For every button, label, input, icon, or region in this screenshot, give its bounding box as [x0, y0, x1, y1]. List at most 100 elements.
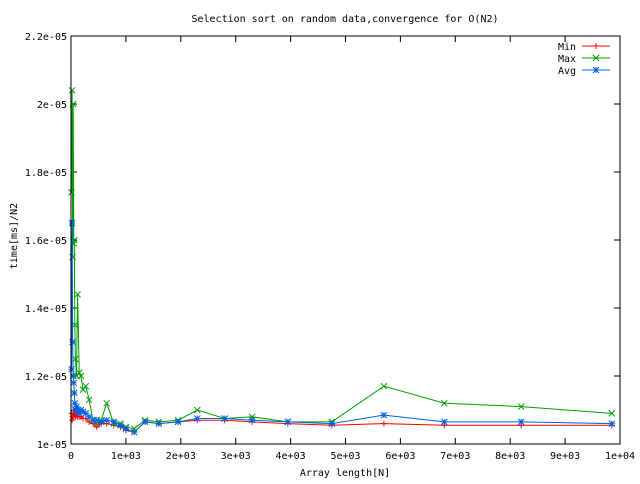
data-point-max [77, 372, 85, 380]
x-tick-label: 5e+03 [330, 451, 360, 462]
x-axis-label: Array length[N] [300, 468, 390, 479]
data-point-avg-d2 [117, 421, 124, 429]
legend-marker-max [592, 54, 600, 62]
data-point-max-d2 [82, 382, 90, 390]
data-point-avg [193, 415, 201, 422]
data-point-max-d2 [74, 291, 81, 298]
y-tick-label: 1.2e-05 [25, 372, 67, 383]
data-point-avg-d2 [82, 410, 90, 417]
y-tick-label: 1.4e-05 [25, 304, 67, 315]
x-tick-label: 2e+03 [166, 451, 196, 462]
data-point-max-d2 [380, 382, 388, 390]
data-point-avg [130, 428, 138, 436]
data-point-avg [97, 418, 105, 426]
data-point-max-d2 [68, 87, 76, 94]
x-tick-label: 3e+03 [221, 451, 251, 462]
data-point-avg-d2 [71, 399, 79, 407]
data-point-min [93, 424, 100, 430]
data-point-max [68, 87, 76, 94]
data-point-avg [155, 420, 163, 427]
data-point-avg-d2 [97, 418, 105, 426]
data-point-avg [93, 416, 101, 424]
data-point-avg-d2 [130, 428, 138, 436]
data-point-avg-d2 [93, 416, 101, 424]
data-point-avg-d2 [328, 420, 336, 427]
data-point-avg-d2 [73, 403, 80, 410]
data-point-avg [440, 418, 448, 426]
x-tick-label: 4e+03 [276, 451, 306, 462]
data-point-max-d2 [193, 406, 201, 414]
data-point-max [74, 291, 81, 298]
y-tick-label: 2.2e-05 [25, 32, 67, 43]
data-point-max-d2 [68, 189, 75, 196]
data-point-avg [608, 420, 616, 427]
data-point-avg [110, 418, 118, 426]
data-point-avg-d2 [103, 416, 111, 424]
data-point-avg-d2 [79, 408, 87, 416]
data-point-avg [70, 389, 78, 397]
data-point-avg-d2 [517, 418, 525, 426]
data-point-avg [248, 416, 256, 424]
y-tick-label: 1e-05 [37, 440, 67, 451]
data-point-avg-d2 [68, 219, 76, 227]
data-point-avg-d2 [110, 418, 118, 426]
x-tick-label: 9e+03 [550, 451, 580, 462]
data-point-avg-d2 [193, 415, 201, 422]
data-point-avg [380, 411, 388, 419]
data-point-max-d2 [517, 403, 525, 410]
data-point-avg-d2 [70, 379, 78, 387]
y-tick-label: 1.6e-05 [25, 236, 67, 247]
data-point-max-d2 [103, 399, 111, 407]
data-point-avg-d2 [380, 411, 388, 419]
legend-marker-min [593, 43, 599, 49]
data-point-avg [328, 420, 336, 427]
data-point-avg [517, 418, 525, 426]
data-point-max [440, 399, 448, 407]
legend-label-max: Max [558, 54, 576, 65]
data-point-max [103, 399, 111, 407]
data-point-max [193, 406, 201, 414]
legend-label-avg: Avg [558, 66, 576, 77]
data-point-avg-d2 [608, 420, 616, 427]
data-point-avg-d2 [221, 415, 229, 422]
data-point-max-d2 [85, 396, 93, 404]
y-tick-label: 2e-05 [37, 100, 67, 111]
data-point-avg-d2 [68, 365, 75, 373]
x-tick-label: 1e+03 [111, 451, 141, 462]
data-point-avg-d2 [122, 425, 130, 433]
data-point-avg [221, 415, 229, 422]
data-point-avg-d2 [141, 418, 149, 426]
x-tick-label: 1e+04 [605, 451, 635, 462]
data-point-avg-d2 [440, 418, 448, 426]
data-point-avg [284, 418, 292, 426]
legend-label-min: Min [558, 42, 576, 53]
legend-marker-max-d2 [592, 54, 600, 62]
data-point-max-d2 [77, 372, 85, 380]
data-point-avg [141, 418, 149, 426]
x-axis-ticks: 0 1e+03 2e+03 3e+03 4e+03 5e+03 6e+03 7e+03 8e+0… [68, 36, 635, 462]
data-point-avg-d2 [155, 420, 163, 427]
data-point-avg [174, 418, 182, 426]
data-point-max-d2 [440, 399, 448, 407]
data-point-avg-d2 [85, 413, 93, 421]
data-point-avg-d2 [248, 416, 256, 424]
data-point-min [380, 420, 387, 427]
data-point-max [68, 189, 75, 196]
data-point-max-d2 [75, 369, 83, 376]
y-axis-label: time[ms]/N2 [9, 203, 20, 269]
legend-marker-avg [592, 66, 600, 74]
data-point-avg-d2 [70, 389, 78, 397]
x-tick-label: 0 [68, 451, 74, 462]
data-point-avg [70, 379, 78, 387]
y-tick-label: 1.8e-05 [25, 168, 67, 179]
data-point-avg-d2 [174, 418, 182, 426]
legend-marker-avg-d2 [592, 66, 600, 74]
data-point-max [75, 369, 83, 376]
data-point-max [85, 396, 93, 404]
data-point-max [82, 382, 90, 390]
x-tick-label: 7e+03 [440, 451, 470, 462]
plot-frame [70, 35, 621, 445]
